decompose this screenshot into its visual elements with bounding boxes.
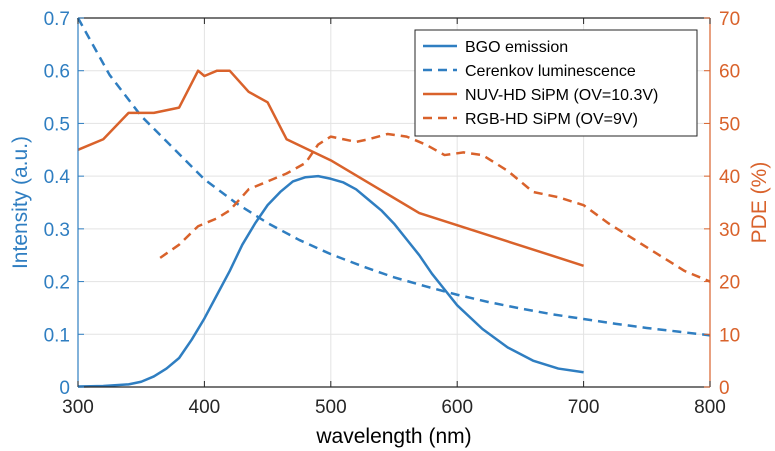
series-line-0 <box>77 174 584 388</box>
y-right-tick-label: 10 <box>719 325 740 346</box>
legend-label-2: NUV-HD SiPM (OV=10.3V) <box>465 87 658 104</box>
series-line-2 <box>77 69 584 267</box>
y-left-tick-label: 0.3 <box>44 220 70 241</box>
x-tick-label: 800 <box>694 397 726 418</box>
y-left-tick-label: 0 <box>59 378 70 399</box>
axes <box>77 17 711 388</box>
series-layer <box>76 17 711 388</box>
y-left-tick-label: 0.7 <box>44 9 70 30</box>
legend-label-0: BGO emission <box>465 39 568 56</box>
legend: BGO emission Cerenkov luminescence NUV-HD … <box>414 29 698 137</box>
y-right-tick-label: 70 <box>719 9 740 30</box>
x-tick-label: 500 <box>315 397 347 418</box>
y-right-tick-label: 50 <box>719 114 740 135</box>
y-right-tick-label: 0 <box>719 378 730 399</box>
x-tick-label: 300 <box>62 397 94 418</box>
y-right-tick-label: 30 <box>719 220 740 241</box>
x-axis-title: wavelength (nm) <box>315 425 471 448</box>
y-right-tick-label: 40 <box>719 167 740 188</box>
y-right-axis-title: PDE (%) <box>748 162 771 244</box>
y-left-tick-label: 0.6 <box>44 62 70 83</box>
series-line-3 <box>159 132 711 283</box>
y-left-tick-label: 0.2 <box>44 273 70 294</box>
legend-box <box>414 29 698 137</box>
y-left-axis-title: Intensity (a.u.) <box>9 136 32 269</box>
y-left-tick-label: 0.4 <box>44 167 71 188</box>
x-tick-label: 600 <box>441 397 473 418</box>
ticks: 300 400 500 600 700 80000.10.20.30.40.50.60.7… <box>44 9 741 418</box>
y-right-tick-label: 60 <box>719 62 740 83</box>
x-tick-label: 700 <box>568 397 600 418</box>
y-right-tick-label: 20 <box>719 273 740 294</box>
series-line-1 <box>76 17 711 337</box>
y-left-tick-label: 0.1 <box>44 325 70 346</box>
y-left-tick-label: 0.5 <box>44 114 70 135</box>
legend-label-3: RGB-HD SiPM (OV=9V) <box>465 111 638 128</box>
legend-label-1: Cerenkov luminescence <box>465 63 636 80</box>
x-tick-label: 400 <box>189 397 221 418</box>
